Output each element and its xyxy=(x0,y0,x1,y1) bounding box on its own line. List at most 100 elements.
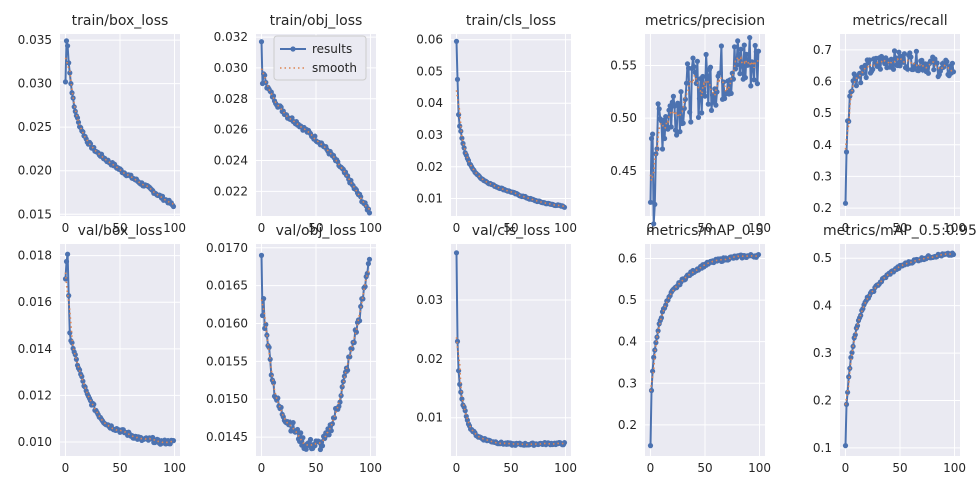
results-point xyxy=(702,93,708,99)
x-tick-label: 0 xyxy=(647,461,655,475)
y-tick-label: 0.0170 xyxy=(206,241,248,255)
legend-results-label: results xyxy=(312,42,352,56)
results-point xyxy=(453,250,460,256)
results-point xyxy=(298,430,304,436)
results-point xyxy=(267,356,273,362)
results-point xyxy=(722,95,728,102)
results-point xyxy=(67,70,73,76)
x-tick-label: 50 xyxy=(308,461,323,475)
results-point xyxy=(718,43,725,49)
y-tick-label: 0.02 xyxy=(416,160,443,174)
results-point xyxy=(77,367,83,373)
results-point xyxy=(672,127,679,133)
y-tick-label: 0.025 xyxy=(18,120,52,134)
results-point xyxy=(658,315,665,321)
results-point xyxy=(654,146,660,152)
results-point xyxy=(755,48,762,54)
results-point xyxy=(701,89,707,95)
legend: results smooth xyxy=(273,35,367,81)
y-tick-label: 0.55 xyxy=(610,59,637,73)
panel-metrics-precision: 0 50 100 0.45 0.50 0.55 metrics/precision xyxy=(610,13,771,235)
results-point xyxy=(659,146,666,152)
results-point xyxy=(695,114,702,120)
results-point xyxy=(842,200,849,206)
x-tick-label: 100 xyxy=(943,221,966,235)
results-point xyxy=(696,96,703,102)
x-tick-label: 50 xyxy=(308,221,323,235)
x-tick-label: 0 xyxy=(647,221,655,235)
x-tick-label: 100 xyxy=(359,461,382,475)
results-point xyxy=(666,107,672,113)
results-point xyxy=(655,328,661,334)
results-point xyxy=(80,378,86,384)
panel-train-cls-loss: 0 50 100 0.01 0.02 0.03 0.04 0.05 0.06 train/cls_… xyxy=(416,13,577,235)
x-tick-label: 100 xyxy=(748,461,771,475)
results-point xyxy=(655,101,661,107)
smooth-series-line xyxy=(844,253,954,405)
results-point xyxy=(888,56,894,62)
results-point xyxy=(676,101,682,107)
results-point xyxy=(63,38,70,44)
y-tick-label: 0.032 xyxy=(214,30,248,44)
y-tick-label: 0.4 xyxy=(618,335,637,349)
x-tick-label: 50 xyxy=(892,221,907,235)
y-tick-label: 0.03 xyxy=(416,128,443,142)
y-tick-label: 0.01 xyxy=(416,411,443,425)
results-point xyxy=(651,221,657,227)
results-point xyxy=(329,421,335,427)
legend-smooth-label: smooth xyxy=(312,61,357,75)
panel-title: train/box_loss xyxy=(72,13,169,29)
results-point xyxy=(872,59,878,65)
y-tick-label: 0.012 xyxy=(18,388,52,402)
x-tick-label: 50 xyxy=(697,221,712,235)
results-point xyxy=(866,57,873,63)
results-point xyxy=(896,49,902,55)
results-point xyxy=(944,59,950,65)
x-tick-label: 100 xyxy=(554,461,577,475)
smooth-series-line xyxy=(260,267,371,447)
x-tick-label: 100 xyxy=(748,221,771,235)
results-point xyxy=(345,367,351,373)
panel-metrics-recall: 0 50 100 0.2 0.3 0.4 0.5 0.6 0.7 metrics/recall xyxy=(813,13,966,235)
results-point xyxy=(852,332,858,338)
results-point xyxy=(652,201,658,207)
results-point xyxy=(750,64,756,70)
results-point xyxy=(674,132,680,138)
panel-title: val/cls_loss xyxy=(472,223,550,239)
results-point xyxy=(65,251,71,257)
results-point xyxy=(860,70,866,76)
results-point xyxy=(678,89,684,95)
results-point xyxy=(65,43,71,49)
y-tick-label: 0.024 xyxy=(214,153,248,167)
results-point xyxy=(731,44,738,50)
results-point xyxy=(681,105,687,111)
results-point xyxy=(694,58,701,64)
y-tick-label: 0.028 xyxy=(214,92,248,106)
x-tick-label: 0 xyxy=(258,461,266,475)
results-point xyxy=(319,443,326,449)
panel-metrics-map-0-5: 0 50 100 0.2 0.3 0.4 0.5 0.6 metrics/mAP_0.5 xyxy=(618,223,771,475)
results-point xyxy=(79,373,85,380)
results-point xyxy=(870,66,876,72)
results-point xyxy=(858,80,864,86)
results-point xyxy=(684,61,691,67)
results-point xyxy=(338,393,344,399)
panel-title: metrics/precision xyxy=(645,13,765,29)
results-point xyxy=(897,63,903,69)
results-point xyxy=(842,443,849,449)
results-point xyxy=(949,60,956,66)
results-point xyxy=(704,73,710,79)
y-tick-label: 0.0155 xyxy=(206,354,248,368)
legend-frame xyxy=(273,35,367,81)
y-tick-label: 0.2 xyxy=(813,201,832,215)
results-point xyxy=(849,350,855,356)
results-point xyxy=(752,42,758,49)
results-point xyxy=(80,129,86,135)
results-point xyxy=(913,48,920,55)
legend-results-marker xyxy=(290,46,296,52)
panel-metrics-map-0-5-0-95: 0 50 100 0.1 0.2 0.3 0.4 0.5 metrics/mAP_0.5:0.9… xyxy=(813,223,977,475)
results-point xyxy=(708,107,715,113)
results-point xyxy=(917,64,923,70)
results-point xyxy=(680,120,686,126)
results-point xyxy=(647,443,654,449)
